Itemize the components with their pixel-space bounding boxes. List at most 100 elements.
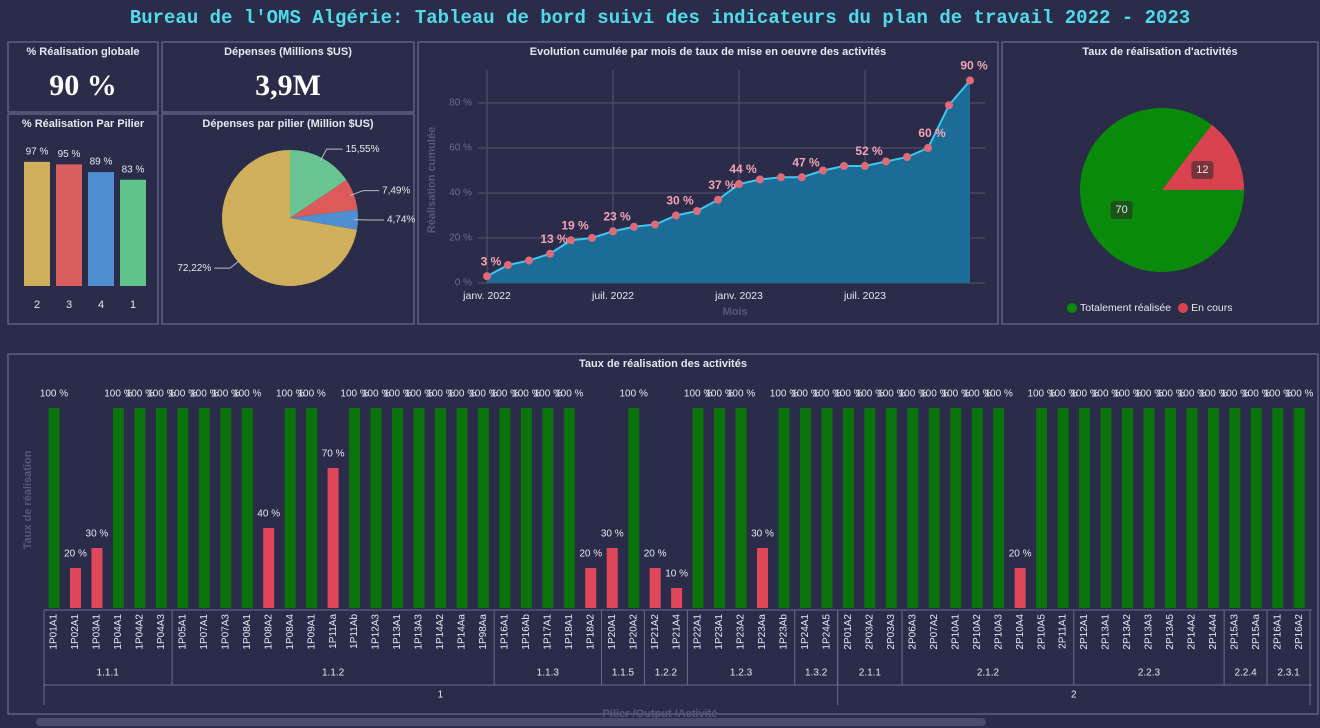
x-axis-title: Pilier /Output /Activité (603, 708, 718, 720)
bar (263, 528, 275, 608)
x-tick-label: 2P03A2 (865, 614, 876, 650)
x-tick-label: 1P24A1 (800, 614, 811, 650)
value-label: 100 % (920, 389, 948, 400)
x-tick-label: 2P14A4 (1208, 614, 1219, 650)
chart-title: % Réalisation Par Pilier (22, 118, 145, 130)
bar (585, 568, 597, 608)
bar (993, 408, 1005, 608)
marker (714, 195, 722, 204)
value-label: 23 % (603, 209, 631, 223)
x-tick-label: 1 (130, 299, 136, 311)
marker (630, 222, 638, 231)
value-label: 83 % (122, 164, 145, 175)
bar (778, 408, 790, 608)
bar (628, 408, 640, 608)
x-tick-label: 1P04A1 (113, 614, 124, 650)
marker (966, 76, 974, 85)
x-tick-label: 2P12A1 (1079, 614, 1090, 650)
marker (861, 162, 869, 170)
value-label: 100 % (1049, 389, 1077, 400)
label-box (1110, 201, 1133, 220)
value-label: 100 % (534, 389, 562, 400)
x-tick-label: juil. 2023 (843, 290, 886, 302)
legend-label: Totalement réalisée (1080, 302, 1171, 314)
x-tick-label: juil. 2022 (591, 290, 634, 302)
x-tick-label: 2P03A3 (886, 614, 897, 650)
x-tick-label: 2P11A1 (1058, 614, 1069, 649)
pie-slice (221, 150, 357, 286)
marker (567, 236, 575, 245)
x-tick-label: janv. 2023 (714, 290, 763, 302)
slice-label: 7,49% (382, 185, 410, 196)
bar (885, 408, 897, 608)
value-label: 100 % (684, 389, 712, 400)
chart-title: Dépenses (Millions $US) (224, 46, 352, 58)
marker (924, 144, 932, 152)
bar (24, 161, 50, 286)
marker (777, 173, 785, 182)
area (487, 80, 970, 283)
bar (1164, 408, 1176, 608)
x-tick-label: 1P18A1 (564, 614, 575, 650)
marker (609, 227, 617, 236)
y-axis-title: Taux de réalisation (22, 450, 34, 549)
bar (456, 408, 468, 608)
x-tick-label: 2P15A3 (1229, 614, 1240, 650)
bar (1207, 408, 1219, 608)
value-label: 100 % (169, 389, 197, 400)
marker (525, 256, 533, 265)
group-label: 1.1.3 (537, 668, 560, 679)
marker (735, 180, 743, 188)
group-label: 1.2.2 (655, 668, 678, 679)
value-label: 100 % (104, 389, 132, 400)
bar (821, 408, 833, 608)
value-label: 100 % (362, 389, 390, 400)
bar (799, 408, 811, 608)
bar (48, 408, 60, 608)
slice-label: 70 (1115, 204, 1127, 216)
bar (735, 408, 747, 608)
leader-line (349, 190, 380, 197)
value-label: 100 % (405, 389, 433, 400)
value-label: 100 % (383, 389, 411, 400)
group-label: 1.2.3 (730, 668, 753, 679)
x-tick-label: 1P08A1 (242, 614, 253, 650)
value-label: 100 % (620, 389, 648, 400)
bar (907, 408, 919, 608)
bar (112, 408, 124, 608)
value-label: 100 % (942, 389, 970, 400)
bar (155, 408, 167, 608)
marker (819, 166, 827, 175)
x-tick-label: 1P23A2 (736, 614, 747, 650)
y-tick-label: 60 % (449, 143, 472, 154)
scrollbar[interactable] (36, 718, 986, 726)
value-label: 100 % (770, 389, 798, 400)
x-tick-label: 1P13A3 (414, 614, 425, 650)
value-label: 100 % (1027, 389, 1055, 400)
value-label: 100 % (1070, 389, 1098, 400)
x-tick-label: 2 (34, 299, 40, 311)
bar (1036, 408, 1048, 608)
bar (542, 408, 554, 608)
value-label: 100 % (426, 389, 454, 400)
x-tick-label: 1P04A2 (135, 614, 146, 650)
pie-slice (290, 179, 358, 218)
x-tick-label: 1P07A1 (199, 614, 210, 650)
value-label: 13 % (540, 232, 568, 246)
value-label: 20 % (1009, 549, 1032, 560)
marker (798, 173, 806, 182)
x-tick-label: 1P11Ab (349, 614, 360, 649)
bar (563, 408, 575, 608)
x-tick-label: 2P13A2 (1122, 614, 1133, 650)
value-label: 100 % (1285, 389, 1313, 400)
value-label: 100 % (1221, 389, 1249, 400)
panel (161, 41, 415, 113)
pillar-label: 1 (438, 690, 444, 701)
value-label: 20 % (644, 549, 667, 560)
bar (928, 408, 940, 608)
value-label: 30 % (601, 529, 624, 540)
bar (349, 408, 361, 608)
value-label: 100 % (233, 389, 261, 400)
value-label: 100 % (813, 389, 841, 400)
bar (477, 408, 489, 608)
